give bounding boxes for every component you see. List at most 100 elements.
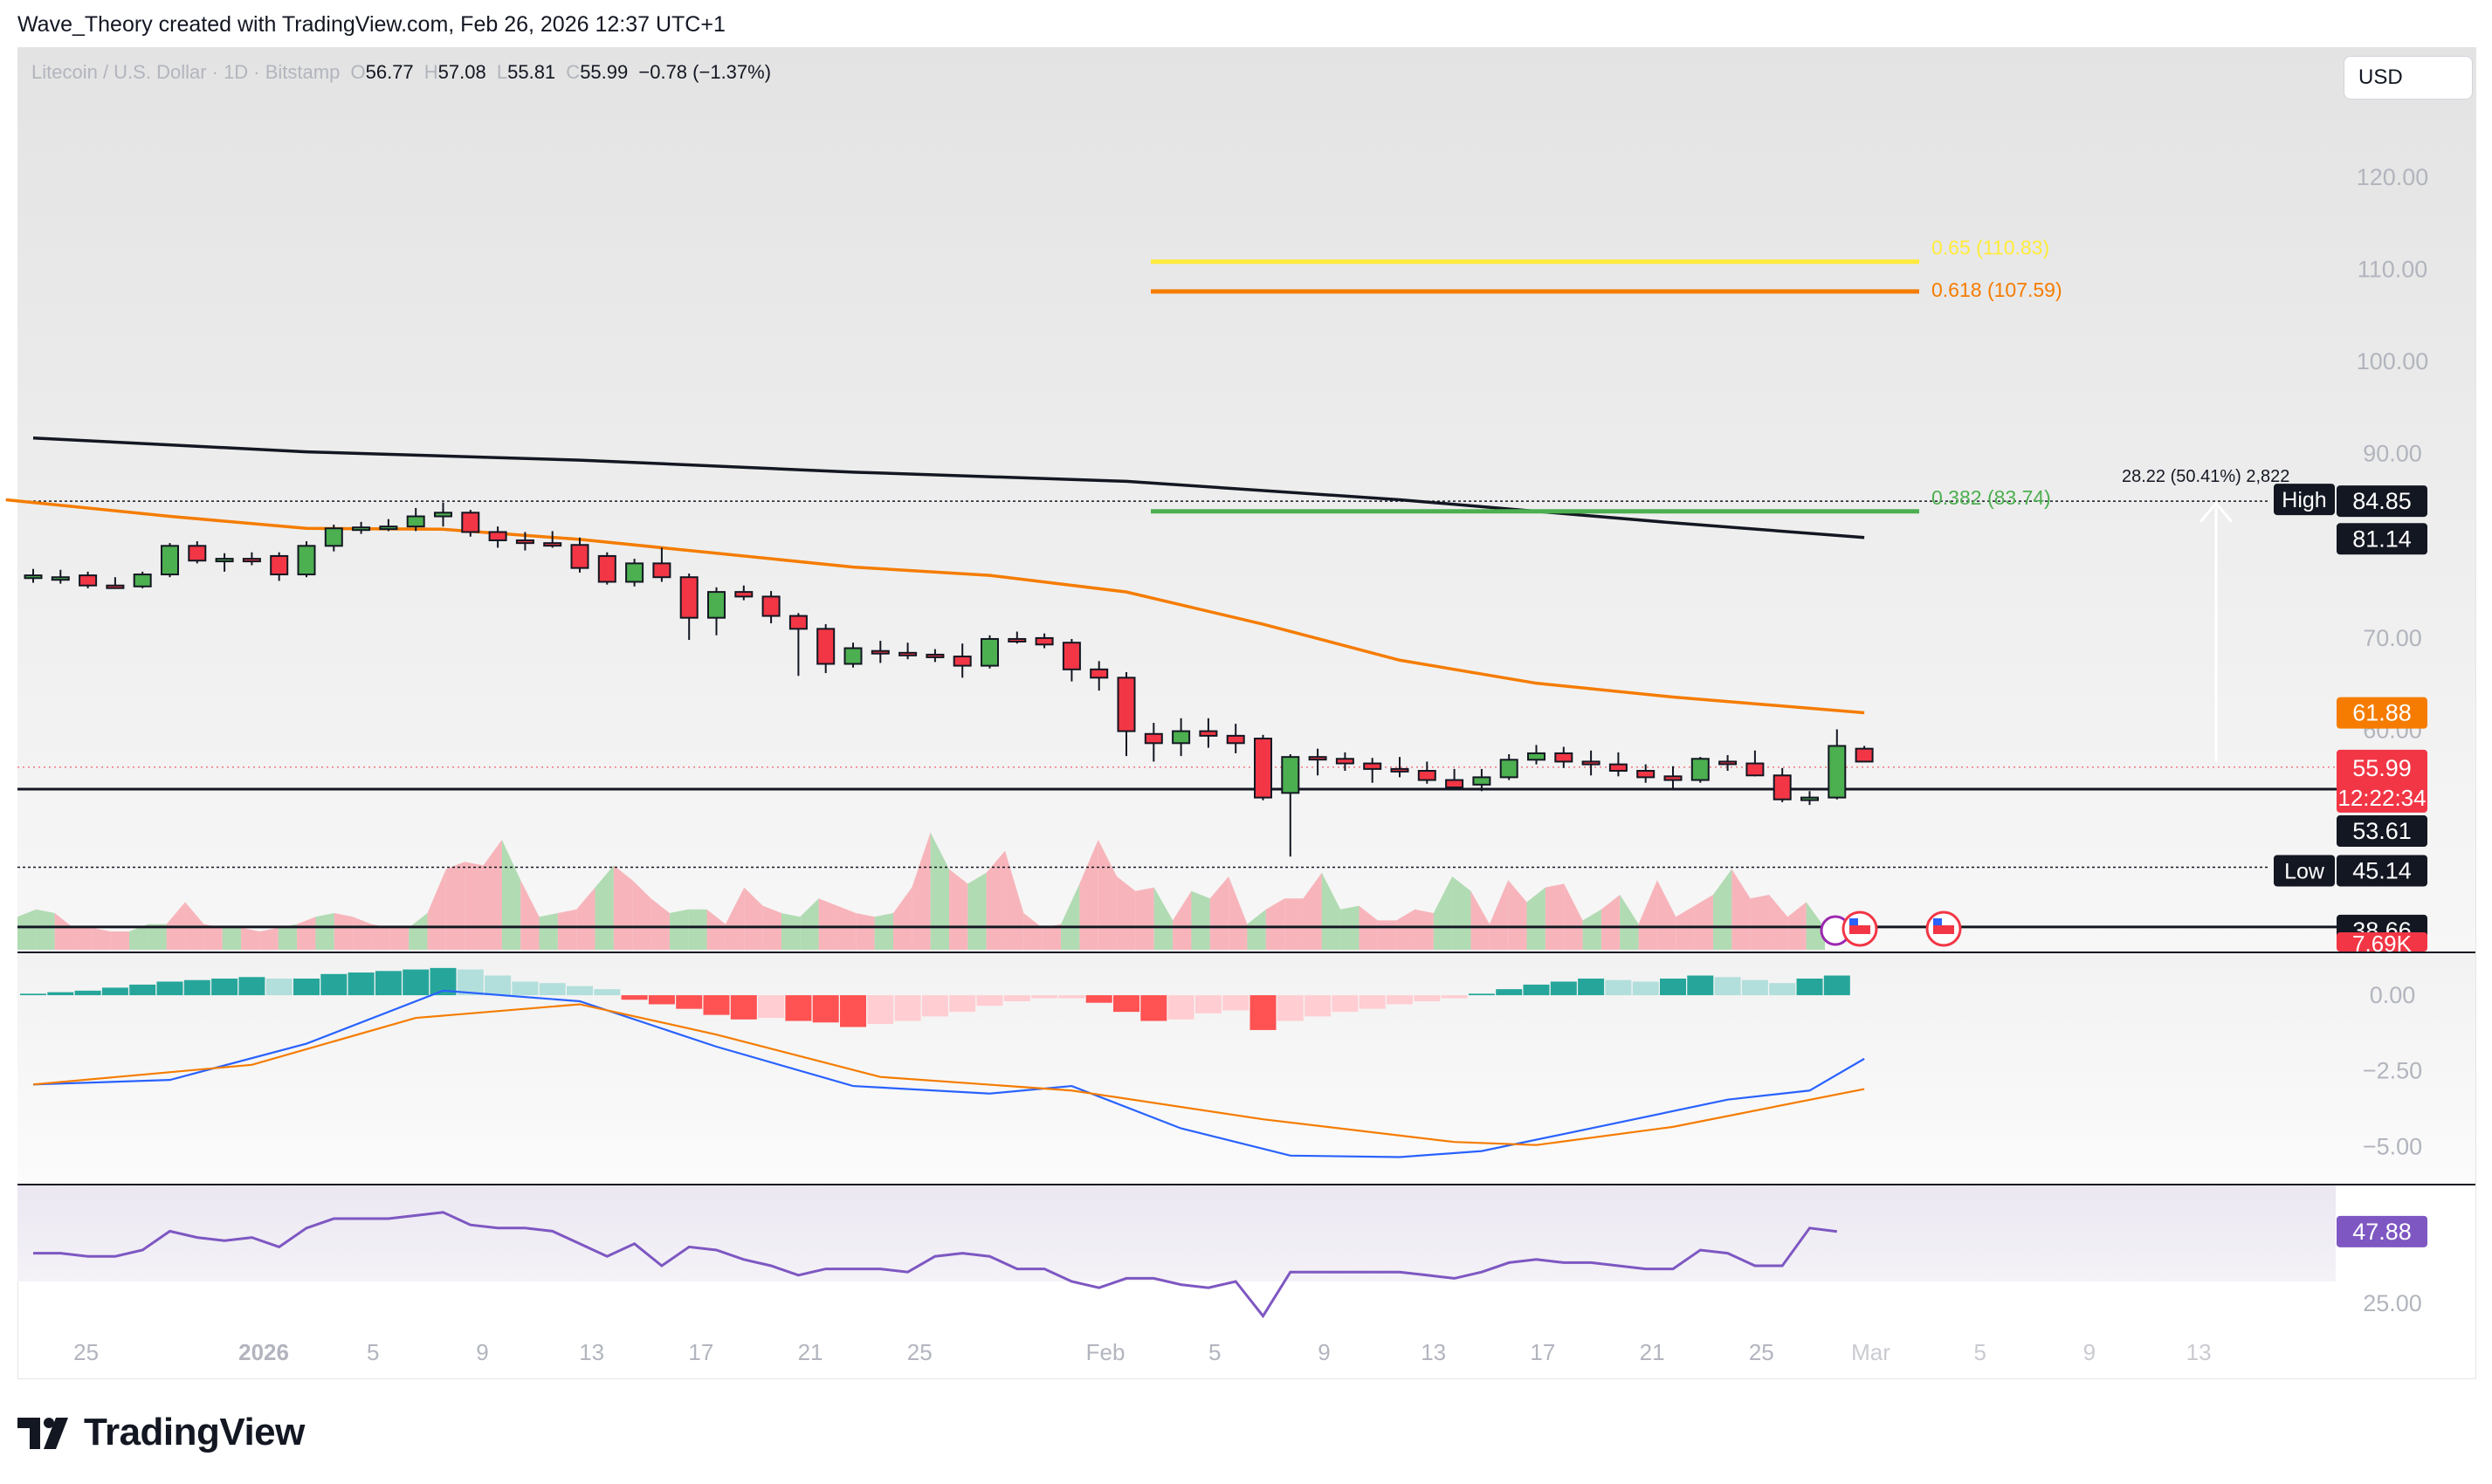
volume-segment [967, 872, 987, 950]
candle-body[interactable] [133, 574, 152, 587]
candle-body[interactable] [515, 539, 534, 545]
candle-body[interactable] [1581, 760, 1601, 766]
candle-body[interactable] [625, 562, 644, 583]
high-tag-label: High [2282, 488, 2326, 512]
candle-body[interactable] [1636, 770, 1656, 779]
event-icons[interactable] [1820, 910, 1962, 947]
candle-body[interactable] [1062, 642, 1081, 670]
price-pane-background [17, 48, 2475, 952]
candle-body[interactable] [1499, 759, 1518, 779]
candle-body[interactable] [788, 615, 808, 630]
rsi-line[interactable] [33, 1211, 1837, 1319]
candle-body[interactable] [270, 554, 289, 576]
macd-bar [921, 995, 948, 1017]
candle-body[interactable] [1035, 636, 1054, 646]
candle-body[interactable] [926, 653, 945, 658]
candle-body[interactable] [24, 574, 43, 580]
candle-body[interactable] [1226, 734, 1245, 745]
candles-layer[interactable] [24, 502, 1874, 857]
macd-bar [1277, 995, 1304, 1021]
candle-body[interactable] [1663, 775, 1683, 781]
candle-body[interactable] [324, 527, 343, 547]
volume-segment [1396, 909, 1415, 950]
candle-body[interactable] [1335, 758, 1354, 765]
candle-body[interactable] [215, 558, 234, 563]
time-axis-label: 2026 [238, 1339, 289, 1365]
candle-body[interactable] [1445, 779, 1464, 789]
candle-body[interactable] [843, 647, 863, 665]
candle-body[interactable] [352, 526, 371, 532]
candle-body[interactable] [679, 576, 699, 619]
high-price-tag-bg [2337, 485, 2427, 518]
volume-segment [1191, 890, 1210, 950]
candle-body[interactable] [761, 595, 781, 617]
volume-segment [930, 832, 950, 950]
volume-segment [1638, 880, 1657, 950]
candle-body[interactable] [242, 558, 261, 563]
candle-body[interactable] [1855, 747, 1874, 763]
candle-body[interactable] [79, 574, 98, 587]
currency-button[interactable]: USD [2344, 56, 2473, 100]
candle-body[interactable] [816, 628, 836, 665]
candle-body[interactable] [1417, 770, 1436, 781]
symbol-title[interactable]: Litecoin / U.S. Dollar · 1D · Bitstamp [31, 61, 341, 83]
candle-body[interactable] [1472, 776, 1491, 786]
candle-body[interactable] [297, 545, 316, 576]
candle-body[interactable] [1390, 767, 1409, 773]
time-axis-label: 9 [1318, 1339, 1330, 1365]
macd-bar [129, 984, 156, 996]
ema-200-line[interactable] [32, 436, 1865, 539]
candle-body[interactable] [1008, 637, 1027, 642]
candle-body[interactable] [106, 584, 125, 589]
candle-body[interactable] [379, 526, 398, 531]
candle-body[interactable] [953, 656, 972, 667]
candle-body[interactable] [1308, 756, 1327, 761]
candle-body[interactable] [570, 544, 589, 569]
candle-body[interactable] [1527, 752, 1545, 761]
volume-segment [110, 931, 130, 950]
macd-signal-line[interactable] [32, 1003, 1865, 1146]
candle-body[interactable] [652, 562, 671, 579]
macd-bar [539, 983, 566, 996]
candle-body[interactable] [188, 545, 207, 562]
volume-segment [1229, 876, 1248, 950]
volume-segment [315, 913, 334, 950]
candle-body[interactable] [597, 554, 616, 583]
candle-body[interactable] [434, 512, 452, 518]
macd-bar [1823, 975, 1850, 996]
candle-body[interactable] [1199, 730, 1218, 737]
candle-body[interactable] [1828, 745, 1847, 799]
candle-body[interactable] [981, 637, 999, 667]
candle-body[interactable] [1144, 732, 1163, 745]
candle-body[interactable] [1554, 752, 1573, 763]
candle-body[interactable] [871, 649, 890, 655]
candle-body[interactable] [1745, 762, 1765, 777]
candle-body[interactable] [1718, 760, 1738, 766]
candle-body[interactable] [1254, 738, 1272, 799]
candle-body[interactable] [488, 531, 507, 541]
candle-body[interactable] [1090, 668, 1109, 679]
volume-segment [148, 924, 167, 950]
candle-body[interactable] [406, 515, 425, 528]
candle-body[interactable] [1172, 730, 1191, 745]
candle-body[interactable] [1800, 796, 1819, 801]
macd-line[interactable] [32, 989, 1865, 1158]
volume-segment [1173, 890, 1192, 950]
candle-body[interactable] [734, 591, 754, 598]
candle-body[interactable] [1281, 756, 1300, 794]
candle-body[interactable] [1608, 763, 1628, 772]
candle-body[interactable] [161, 545, 179, 576]
candle-body[interactable] [707, 591, 726, 619]
candle-body[interactable] [543, 542, 562, 547]
candle-body[interactable] [898, 651, 918, 656]
candle-body[interactable] [1363, 762, 1382, 770]
candle-body[interactable] [461, 512, 480, 533]
candle-body[interactable] [1773, 774, 1792, 800]
candle-body[interactable] [51, 576, 70, 581]
candle-body[interactable] [1690, 758, 1710, 781]
candle-body[interactable] [1117, 677, 1136, 732]
macd-bar [1632, 981, 1659, 996]
macd-bar [1441, 995, 1468, 999]
volume-segment [632, 880, 651, 950]
